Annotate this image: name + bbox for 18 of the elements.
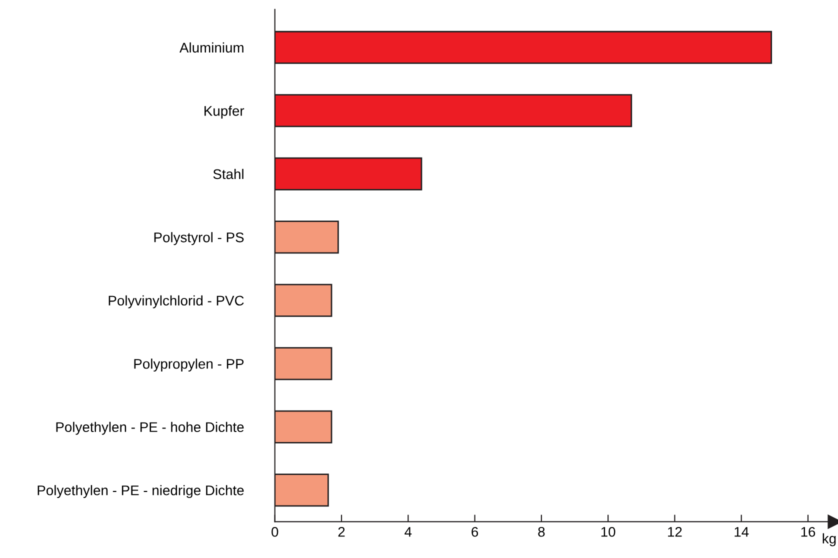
x-tick-label: 8 (538, 526, 545, 537)
x-tick-label: 0 (272, 526, 278, 537)
x-tick-label: 14 (734, 527, 749, 537)
x-axis-title: kg (822, 533, 836, 546)
x-tick-label: 6 (472, 526, 478, 537)
x-tick-label: 10 (601, 526, 616, 537)
y-tick-label: Kupfer (204, 106, 244, 119)
y-tick-label: Polyethylen - PE - niedrige Dichte (38, 485, 244, 498)
y-tick-label: Polystyrol - PS (154, 232, 244, 246)
y-tick-label: Aluminium (180, 42, 244, 53)
y-tick-label: Stahl (213, 168, 244, 180)
x-tick-label: 12 (668, 526, 682, 537)
y-tick-label: Polyvinylchlorid - PVC (108, 295, 244, 308)
y-tick-label: Polypropylen - PP (134, 358, 244, 372)
x-tick-label: 2 (338, 526, 345, 537)
x-tick-label: 4 (404, 527, 412, 537)
x-tick-label: 16 (801, 526, 816, 537)
y-tick-label: Polyethylen - PE - hohe Dichte (56, 422, 244, 435)
